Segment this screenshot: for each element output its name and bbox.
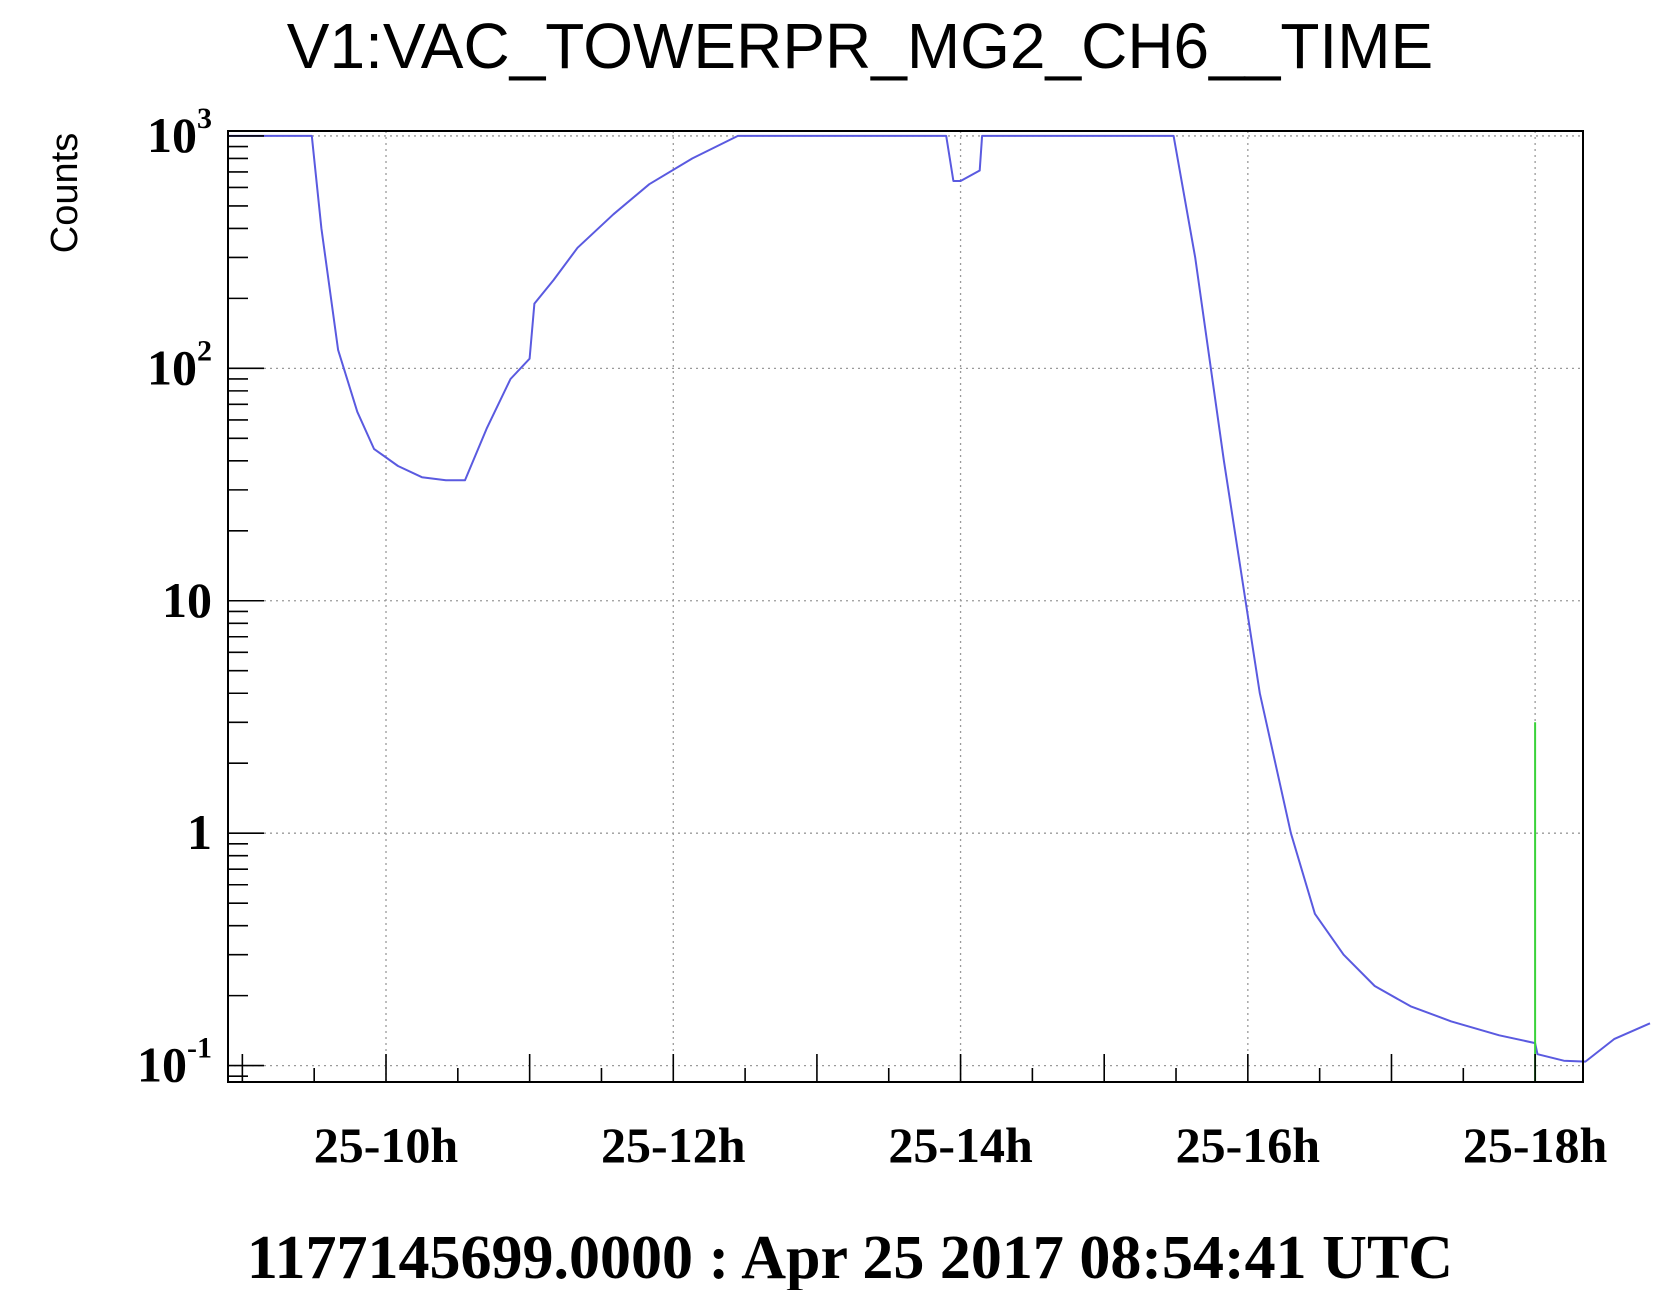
- x-tick-labels: 25-10h 25-12h 25-14h 25-16h 25-18h: [314, 1117, 1608, 1173]
- x-tick-label: 25-14h: [888, 1117, 1033, 1173]
- y-tick-label: 103: [147, 102, 212, 163]
- axis-ticks: [228, 135, 1536, 1082]
- chart-title: V1:VAC_TOWERPR_MG2_CH6__TIME: [287, 10, 1433, 82]
- plot-frame: [227, 130, 1584, 1083]
- x-tick-label: 25-12h: [601, 1117, 746, 1173]
- y-tick-label: 1: [187, 804, 212, 860]
- y-tick-exponent: 2: [197, 334, 212, 367]
- x-tick-label: 25-18h: [1463, 1117, 1608, 1173]
- grid: [228, 131, 1583, 1082]
- y-tick-label: 10-1: [137, 1032, 212, 1093]
- y-tick-label: 10: [162, 572, 212, 628]
- timestamp-footer: 1177145699.0000 : Apr 25 2017 08:54:41 U…: [247, 1224, 1453, 1290]
- series-line-0: [228, 134, 1651, 1063]
- x-tick-label: 25-10h: [314, 1117, 459, 1173]
- y-tick-label: 102: [147, 334, 212, 395]
- y-tick-base: 10: [137, 1037, 187, 1093]
- y-tick-exponent: 3: [197, 102, 212, 135]
- y-axis-label: Counts: [44, 133, 86, 253]
- y-tick-base: 10: [147, 339, 197, 395]
- y-tick-exponent: -1: [187, 1032, 212, 1065]
- y-tick-base: 10: [147, 107, 197, 163]
- x-tick-label: 25-16h: [1176, 1117, 1321, 1173]
- series-layer: [228, 134, 1651, 1082]
